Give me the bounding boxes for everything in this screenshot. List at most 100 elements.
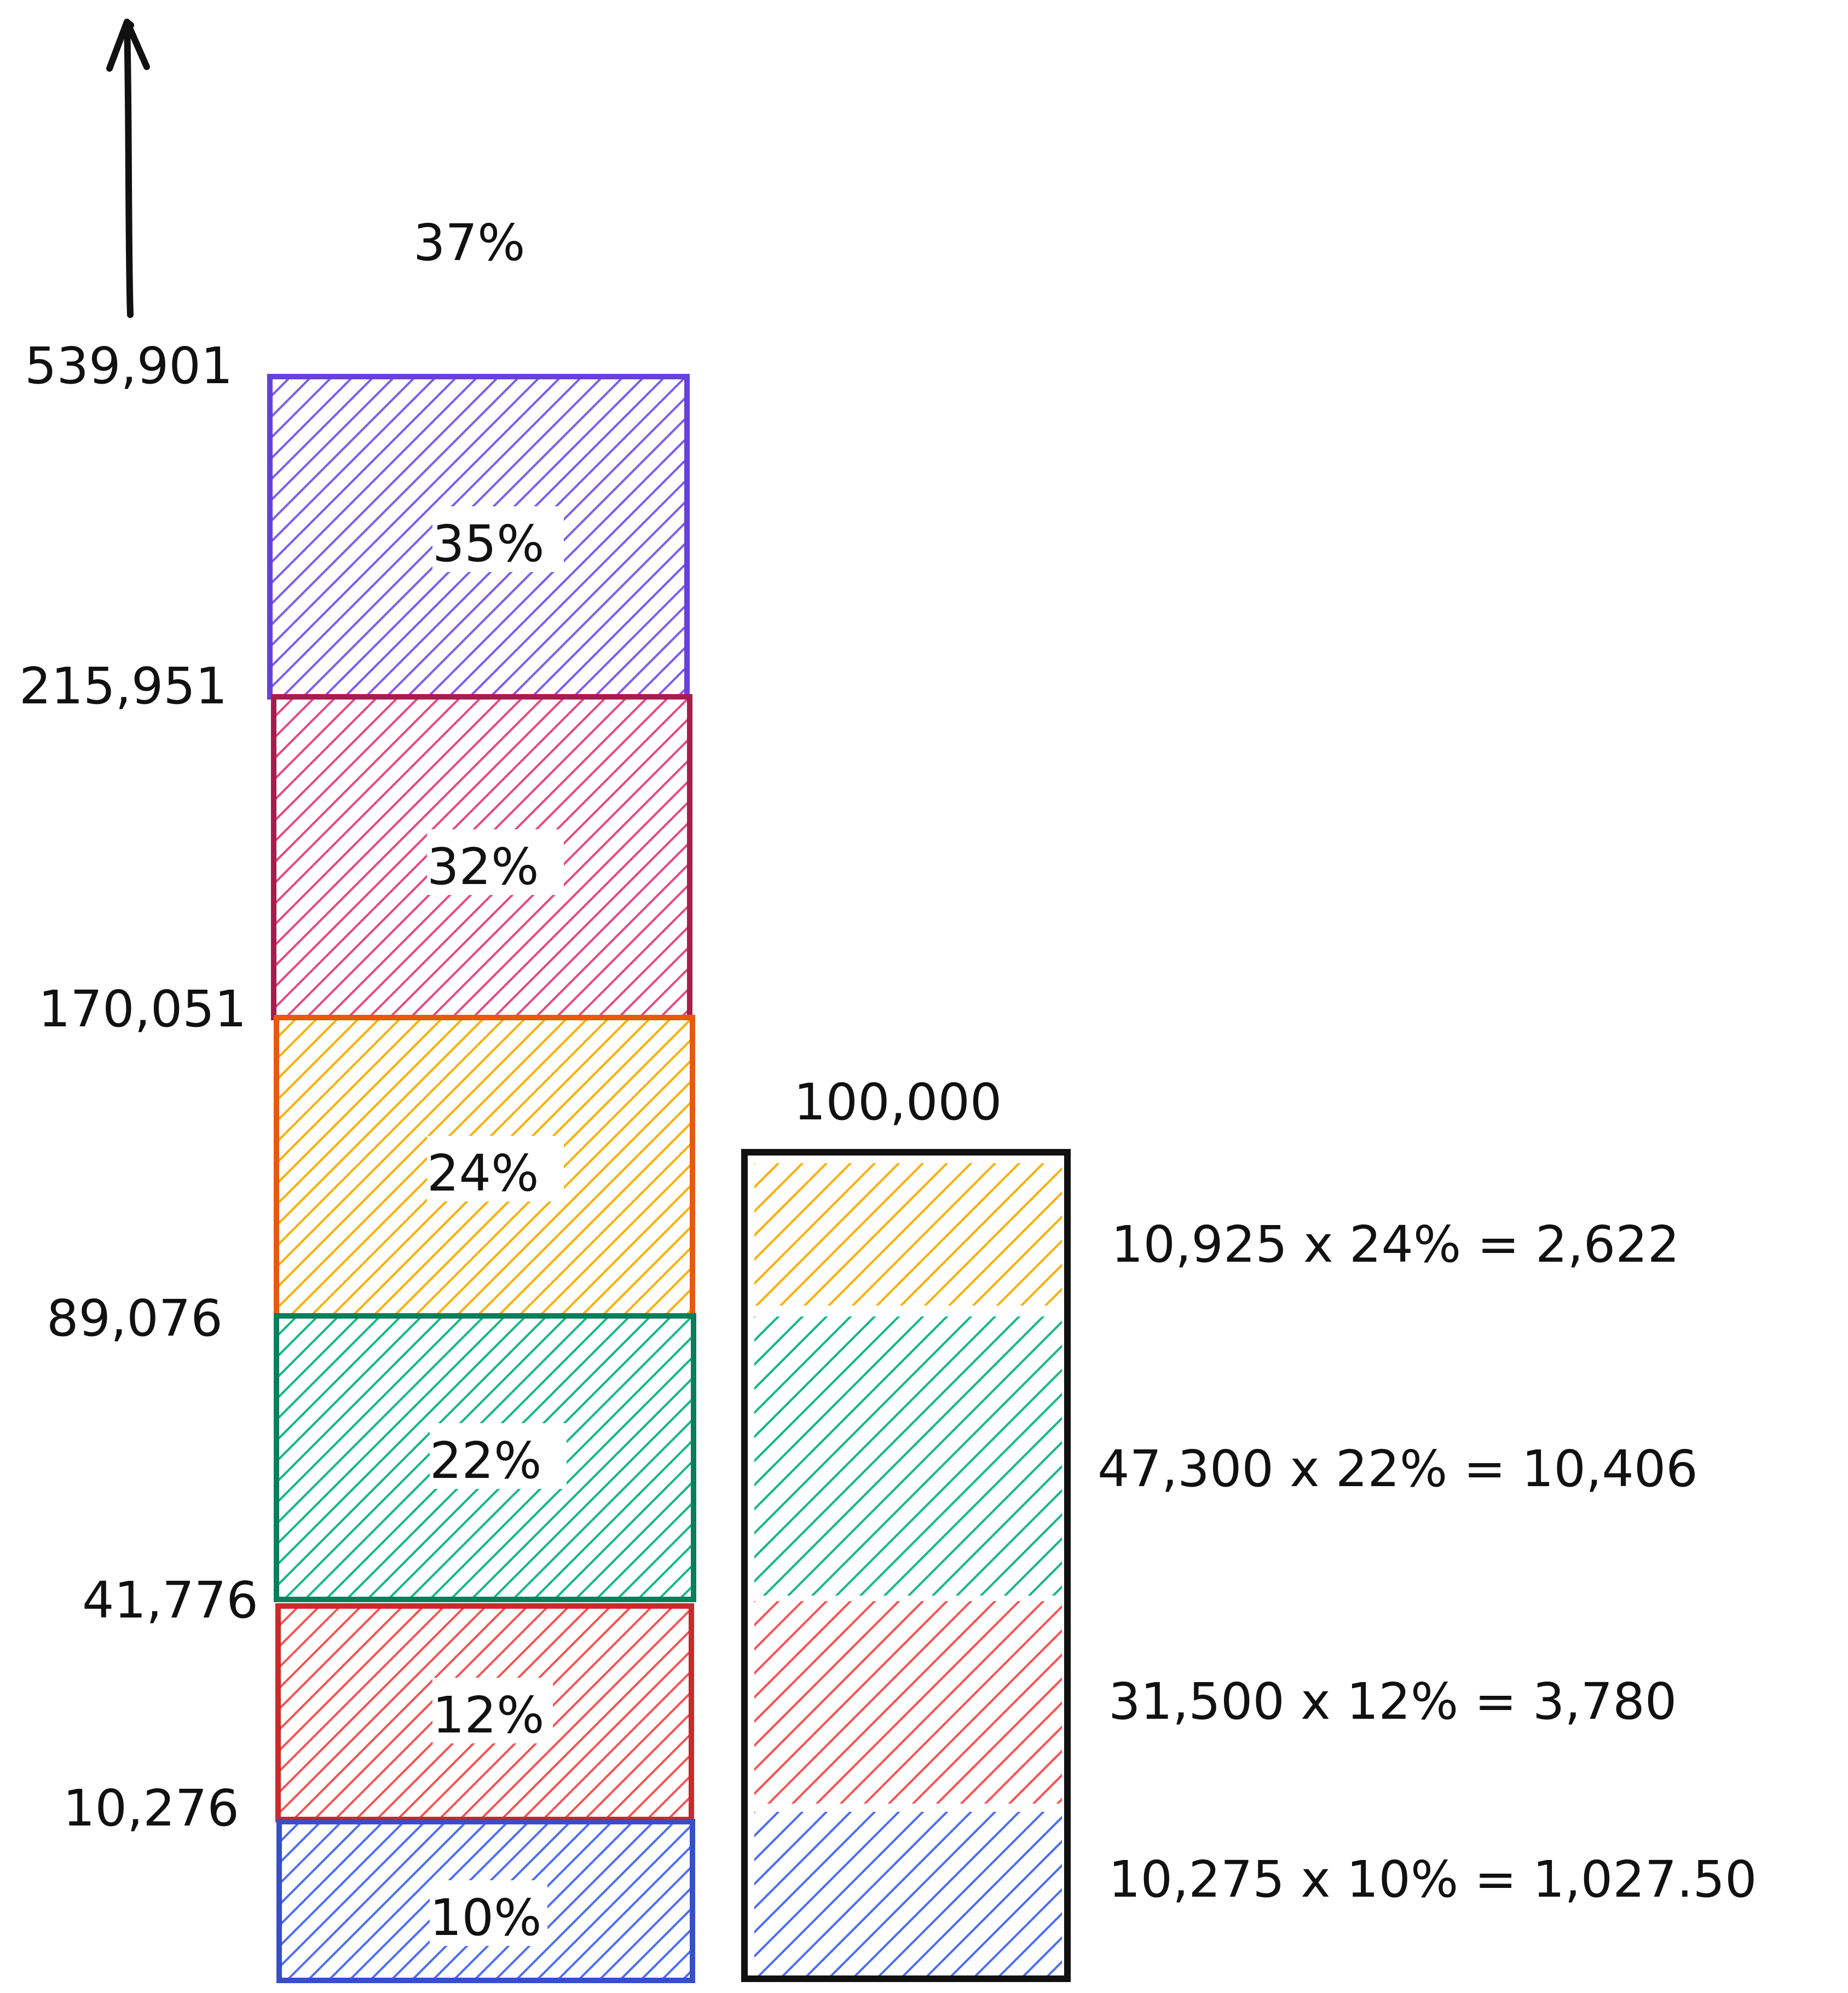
hatch-line	[274, 697, 504, 927]
hatch-line	[754, 1812, 876, 1934]
hatch-line	[688, 1815, 691, 1819]
hatch-line	[1004, 1537, 1062, 1596]
hatch-line	[274, 697, 462, 886]
hatch-line	[598, 1885, 692, 1980]
hatch-line	[276, 1018, 278, 1019]
hatch-line	[984, 1725, 1062, 1804]
hatch-line	[278, 1606, 466, 1795]
hatch-line	[948, 1191, 1062, 1305]
hatch-line	[574, 1480, 694, 1599]
hatch-line	[677, 686, 687, 697]
hatch-line	[435, 1058, 692, 1316]
hatch-line	[513, 841, 690, 1018]
hatch-line	[270, 377, 396, 503]
hatch-line	[619, 1906, 692, 1980]
hatch-line	[276, 1018, 361, 1102]
calculation-line: 10,275 x 10% = 1,027.50	[1108, 1850, 1757, 1909]
hatch-line	[279, 1822, 405, 1948]
hatch-line	[430, 758, 690, 1018]
hatch-line	[593, 603, 687, 697]
hatch-line	[680, 1007, 690, 1018]
up-arrow-icon	[106, 19, 150, 318]
hatch-line	[276, 1316, 465, 1505]
hatch-line	[270, 377, 417, 524]
hatch-line	[497, 1120, 692, 1316]
hatch-line	[859, 1393, 1062, 1596]
hatch-line	[270, 377, 437, 545]
hatch-line	[276, 1018, 569, 1310]
hatch-line	[754, 1316, 972, 1535]
hatch-line	[491, 1396, 694, 1599]
bracket-rate-label: 24%	[427, 1144, 539, 1203]
hatch-line	[972, 1215, 1062, 1305]
hatch-line	[448, 457, 687, 697]
hatch-line	[754, 1316, 1020, 1583]
hatch-line	[754, 1163, 876, 1285]
bracket-rate-label: 12%	[432, 1686, 544, 1744]
hatch-line	[597, 924, 690, 1018]
hatch-line	[274, 697, 587, 1010]
hatch-line	[830, 1812, 996, 1976]
hatch-line	[902, 1816, 1062, 1976]
hatch-line	[533, 1438, 694, 1599]
bracket-block: 10%	[276, 1819, 695, 1983]
hatch-line	[455, 1078, 692, 1316]
hatch-line	[279, 1822, 322, 1865]
hatch-line	[787, 1320, 1062, 1596]
hatch-line	[470, 1376, 694, 1599]
hatch-line	[1023, 1936, 1062, 1976]
hatch-line	[515, 1822, 675, 1980]
hatch-line	[553, 1459, 694, 1599]
hatch-line	[754, 1601, 852, 1699]
hatch-line	[276, 1316, 382, 1422]
calculation-line: 47,300 x 22% = 10,406	[1098, 1440, 1698, 1498]
hatch-line	[763, 1316, 1044, 1596]
hatch-line	[270, 377, 583, 690]
hatch-line	[276, 1018, 465, 1206]
hatch-line	[274, 697, 379, 802]
bracket-rate-label: 10%	[430, 1888, 541, 1947]
hatch-line	[908, 1441, 1062, 1596]
hatch-line	[270, 377, 479, 586]
hatch-line	[660, 1948, 692, 1980]
hatch-line	[276, 1316, 506, 1546]
top-rate-label: 37%	[413, 213, 525, 272]
hatch-line	[270, 377, 458, 565]
hatch-line	[667, 1794, 691, 1819]
hatch-line	[754, 1163, 804, 1213]
hatch-line	[429, 1334, 694, 1599]
bracket-rate-label: 22%	[430, 1431, 541, 1490]
hatch-line	[595, 1500, 694, 1599]
hatch-line	[276, 1018, 382, 1123]
hatch-line	[274, 697, 566, 990]
hatch-line	[276, 1018, 444, 1186]
bracket-block: 35%	[267, 374, 690, 700]
hatch-line	[754, 1601, 828, 1675]
hatch-line	[816, 1601, 1020, 1804]
hatch-line	[327, 1822, 488, 1980]
hatch-line	[270, 377, 354, 461]
hatch-line	[804, 1163, 948, 1305]
threshold-label: 10,276	[63, 1779, 239, 1838]
hatch-line	[563, 1690, 691, 1819]
hatch-line	[270, 377, 271, 378]
hatch-line	[472, 799, 690, 1018]
threshold-label: 170,051	[38, 980, 246, 1038]
hatch-line	[274, 697, 296, 719]
hatch-line	[270, 377, 292, 399]
hatch-line	[754, 1316, 948, 1511]
hatch-line	[924, 1167, 1062, 1305]
hatch-line	[409, 737, 690, 1018]
hatch-line	[900, 1163, 1044, 1305]
hatch-line	[835, 1368, 1062, 1596]
hatch-line	[974, 1888, 1062, 1976]
hatch-line	[614, 623, 687, 697]
hatch-line	[274, 697, 275, 698]
hatch-line	[274, 697, 545, 969]
hatch-line	[637, 1542, 694, 1599]
hatch-line	[956, 1489, 1062, 1596]
hatch-line	[521, 1649, 691, 1819]
hatch-line	[276, 1018, 486, 1227]
hatch-line	[427, 436, 687, 697]
hatch-line	[883, 1417, 1062, 1596]
